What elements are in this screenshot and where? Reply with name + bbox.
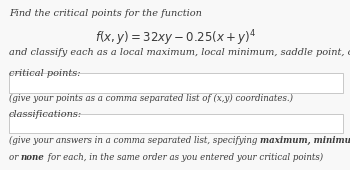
- Text: (give your points as a comma separated list of (x,y) coordinates.): (give your points as a comma separated l…: [9, 94, 293, 104]
- Text: critical points:: critical points:: [9, 69, 80, 78]
- Text: none: none: [21, 153, 45, 162]
- Text: and classify each as a local maximum, local minimum, saddle point, or none of th: and classify each as a local maximum, lo…: [9, 48, 350, 57]
- Text: or: or: [9, 153, 21, 162]
- Text: classifications:: classifications:: [9, 110, 82, 119]
- Text: for each, in the same order as you entered your critical points): for each, in the same order as you enter…: [45, 153, 323, 162]
- Text: Find the critical points for the function: Find the critical points for the functio…: [9, 9, 202, 18]
- FancyBboxPatch shape: [9, 114, 343, 133]
- Text: (give your answers in a comma separated list, specifying: (give your answers in a comma separated …: [9, 136, 260, 145]
- Text: $f(x, y) = 32xy - 0.25(x + y)^4$: $f(x, y) = 32xy - 0.25(x + y)^4$: [94, 28, 256, 48]
- FancyBboxPatch shape: [9, 73, 343, 93]
- Text: maximum, minimum, saddle point,: maximum, minimum, saddle point,: [260, 136, 350, 145]
